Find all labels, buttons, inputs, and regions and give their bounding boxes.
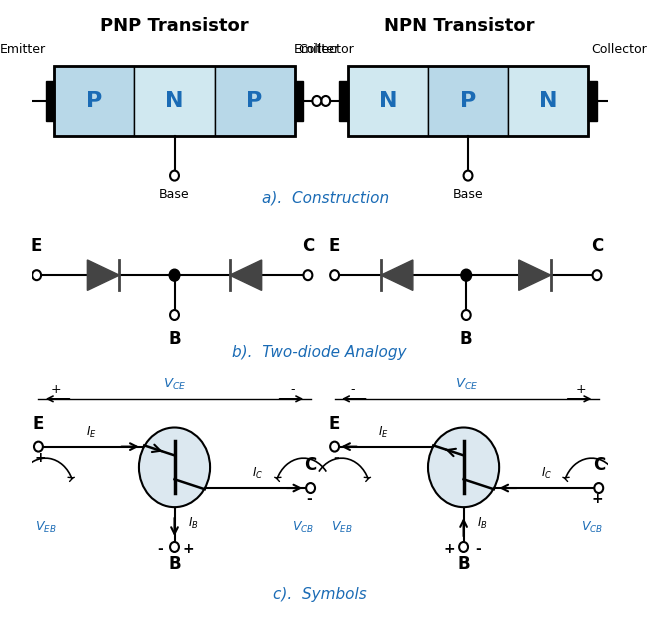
Text: N: N xyxy=(165,91,184,111)
Circle shape xyxy=(170,542,179,552)
Bar xyxy=(135,66,215,136)
Circle shape xyxy=(170,171,179,181)
Bar xyxy=(215,66,294,136)
Polygon shape xyxy=(87,260,119,290)
Text: N: N xyxy=(378,91,397,111)
Polygon shape xyxy=(519,260,551,290)
Text: Base: Base xyxy=(159,188,190,200)
Text: Emitter: Emitter xyxy=(0,43,47,56)
Text: +: + xyxy=(576,383,586,396)
Circle shape xyxy=(461,269,472,281)
Text: Collector: Collector xyxy=(298,43,354,56)
Circle shape xyxy=(330,442,339,452)
Text: c).  Symbols: c). Symbols xyxy=(272,587,366,602)
Circle shape xyxy=(313,96,322,106)
Text: b).  Two-diode Analogy: b). Two-diode Analogy xyxy=(232,345,407,360)
Text: $V_{CB}$: $V_{CB}$ xyxy=(292,520,314,535)
Text: E: E xyxy=(329,415,340,433)
Bar xyxy=(294,81,303,121)
Text: E: E xyxy=(33,415,44,433)
Text: PNP Transistor: PNP Transistor xyxy=(100,17,249,35)
Text: Emitter: Emitter xyxy=(294,43,340,56)
Circle shape xyxy=(463,171,472,181)
Bar xyxy=(54,66,135,136)
Circle shape xyxy=(615,96,624,106)
Text: +: + xyxy=(34,450,46,464)
Text: $V_{CE}$: $V_{CE}$ xyxy=(455,377,478,392)
Bar xyxy=(508,66,588,136)
Text: +: + xyxy=(183,542,195,556)
Circle shape xyxy=(459,542,468,552)
Text: $I_C$: $I_C$ xyxy=(252,466,263,481)
Bar xyxy=(339,81,348,121)
Text: +: + xyxy=(444,542,455,556)
Text: $I_B$: $I_B$ xyxy=(188,516,199,531)
Bar xyxy=(348,66,428,136)
Circle shape xyxy=(32,270,41,280)
Polygon shape xyxy=(230,260,261,290)
Text: B: B xyxy=(168,555,181,573)
Circle shape xyxy=(595,483,603,493)
Circle shape xyxy=(330,270,339,280)
Circle shape xyxy=(322,96,330,106)
Text: C: C xyxy=(593,456,605,474)
Circle shape xyxy=(593,270,602,280)
Text: $V_{EB}$: $V_{EB}$ xyxy=(35,520,56,535)
Circle shape xyxy=(169,269,180,281)
Text: P: P xyxy=(247,91,263,111)
Text: Collector: Collector xyxy=(591,43,647,56)
Text: C: C xyxy=(305,456,317,474)
Text: +: + xyxy=(51,383,61,396)
Bar xyxy=(588,81,597,121)
Text: P: P xyxy=(86,91,103,111)
Text: -: - xyxy=(350,383,355,396)
Text: a).  Construction: a). Construction xyxy=(262,190,389,205)
Circle shape xyxy=(462,310,470,320)
Text: $I_C$: $I_C$ xyxy=(541,466,553,481)
Text: -: - xyxy=(291,383,295,396)
Circle shape xyxy=(19,96,28,106)
Text: $I_B$: $I_B$ xyxy=(477,516,488,531)
Text: +: + xyxy=(591,492,603,506)
Text: N: N xyxy=(539,91,557,111)
Text: NPN Transistor: NPN Transistor xyxy=(384,17,534,35)
Circle shape xyxy=(428,428,499,507)
Text: $V_{CB}$: $V_{CB}$ xyxy=(580,520,603,535)
Text: $I_E$: $I_E$ xyxy=(85,425,96,440)
Text: B: B xyxy=(457,555,470,573)
Text: -: - xyxy=(333,450,339,464)
Text: Base: Base xyxy=(453,188,483,200)
Text: C: C xyxy=(302,238,314,255)
Circle shape xyxy=(34,442,43,452)
Text: E: E xyxy=(31,238,42,255)
Text: P: P xyxy=(460,91,476,111)
Text: -: - xyxy=(475,542,481,556)
Text: $V_{EB}$: $V_{EB}$ xyxy=(331,520,353,535)
Circle shape xyxy=(306,483,315,493)
Bar xyxy=(348,66,588,136)
Text: $I_E$: $I_E$ xyxy=(378,425,389,440)
Text: B: B xyxy=(460,330,472,348)
Bar xyxy=(54,66,294,136)
Bar xyxy=(45,81,54,121)
Circle shape xyxy=(170,310,179,320)
Circle shape xyxy=(303,270,313,280)
Text: B: B xyxy=(168,330,181,348)
Text: -: - xyxy=(306,492,312,506)
Circle shape xyxy=(139,428,210,507)
Text: -: - xyxy=(157,542,163,556)
Polygon shape xyxy=(381,260,413,290)
Text: $V_{CE}$: $V_{CE}$ xyxy=(163,377,186,392)
Bar xyxy=(428,66,508,136)
Text: C: C xyxy=(591,238,603,255)
Text: E: E xyxy=(329,238,340,255)
